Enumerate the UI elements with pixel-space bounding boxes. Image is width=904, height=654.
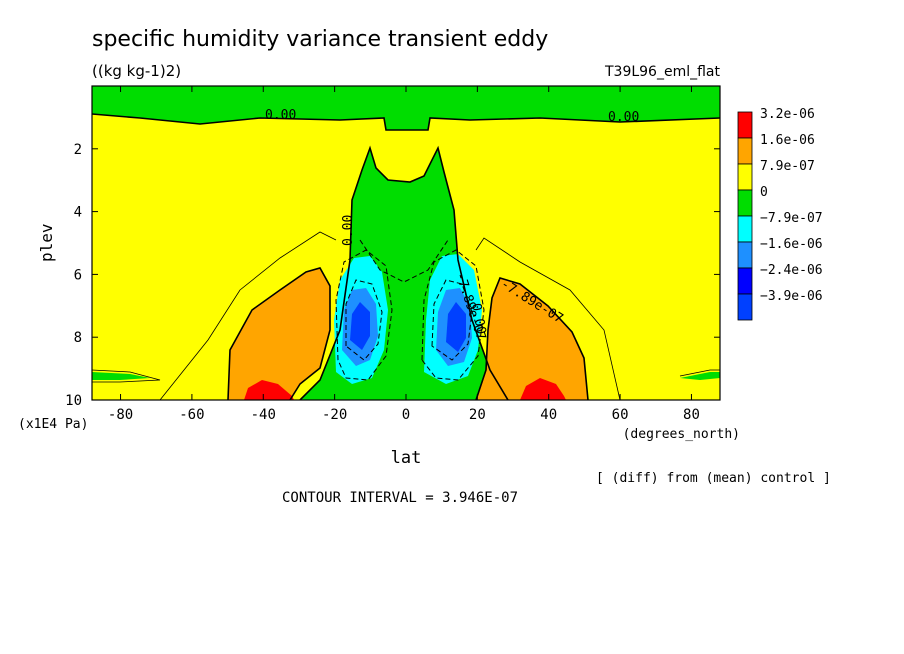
x-axis: -80 -60 -40 -20 0 20 40 60 80 bbox=[108, 86, 700, 423]
dashed-contour-right-1 bbox=[421, 249, 485, 381]
x-tick-label: 80 bbox=[683, 407, 700, 423]
colorbar-label: −2.4e-06 bbox=[760, 263, 823, 278]
x-tick-label: 20 bbox=[469, 407, 486, 423]
chart-units: ((kg kg-1)2) bbox=[92, 62, 181, 80]
contour-label-top-right: 0.00 bbox=[608, 110, 639, 125]
colorbar-label: −7.9e-07 bbox=[760, 211, 823, 226]
zero-contour-central bbox=[299, 145, 509, 400]
zero-contour-right-blob bbox=[475, 277, 589, 400]
right-max-region bbox=[520, 378, 566, 400]
x-tick-label: -20 bbox=[322, 407, 347, 423]
thin-contour-left-lens bbox=[92, 369, 161, 383]
x-axis-label: lat bbox=[391, 448, 422, 468]
colorbar-label: 3.2e-06 bbox=[760, 107, 815, 122]
comparison-note: [ (diff) from (mean) control ] bbox=[596, 471, 831, 486]
dashed-contour-central bbox=[359, 239, 449, 283]
y-tick-label: 8 bbox=[74, 330, 82, 346]
colorbar-label: 0 bbox=[760, 185, 768, 200]
colorbar-label: −3.9e-06 bbox=[760, 289, 823, 304]
plot-area: 0.00 0.00 0.00 -7.89e-07 -7.89e-07 0.00 bbox=[92, 86, 720, 400]
colorbar-swatch bbox=[737, 163, 753, 191]
zero-contour-top bbox=[92, 113, 720, 131]
colorbar-label: 1.6e-06 bbox=[760, 133, 815, 148]
y-tick-label: 4 bbox=[74, 205, 82, 221]
contour-label-top-left: 0.00 bbox=[265, 108, 296, 123]
left-darkblue-core bbox=[350, 302, 370, 350]
right-surface-lens bbox=[680, 372, 720, 380]
y-axis-label: plev bbox=[37, 223, 56, 262]
x-tick-label: -80 bbox=[108, 407, 133, 423]
colorbar-swatch bbox=[737, 241, 753, 269]
dataset-label: T39L96_eml_flat bbox=[604, 64, 721, 80]
x-tick-label: -40 bbox=[251, 407, 276, 423]
colorbar-swatch bbox=[737, 267, 753, 295]
thin-contour-left bbox=[159, 231, 337, 400]
colorbar: 3.2e-06 1.6e-06 7.9e-07 0 −7.9e-07 −1.6e-06 −2… bbox=[737, 107, 823, 321]
dashed-contour-right-2 bbox=[431, 279, 473, 361]
contour-label-central: 0.00 bbox=[341, 215, 356, 246]
x-tick-label: -60 bbox=[179, 407, 204, 423]
colorbar-swatch bbox=[737, 111, 753, 139]
colorbar-swatch bbox=[737, 189, 753, 217]
y-axis: 2 4 6 8 10 bbox=[65, 142, 720, 409]
colorbar-label: 7.9e-07 bbox=[760, 159, 815, 174]
colorbar-swatch bbox=[737, 137, 753, 165]
x-tick-label: 0 bbox=[402, 407, 410, 423]
contour-label-right-zero: 0.00 bbox=[468, 302, 488, 335]
x-tick-label: 60 bbox=[612, 407, 629, 423]
y-tick-label: 10 bbox=[65, 393, 82, 409]
dashed-contour-left-1 bbox=[335, 249, 393, 381]
left-surface-lens bbox=[92, 372, 150, 380]
thin-contour-right-lens bbox=[679, 369, 720, 377]
x-axis-units: (degrees_north) bbox=[623, 427, 740, 442]
y-axis-units: (x1E4 Pa) bbox=[18, 417, 88, 432]
y-tick-label: 2 bbox=[74, 142, 82, 158]
colorbar-label: −1.6e-06 bbox=[760, 237, 823, 252]
colorbar-swatch bbox=[737, 293, 753, 321]
right-darkblue-core bbox=[446, 302, 466, 352]
left-positive-region bbox=[228, 268, 330, 400]
colorbar-swatch bbox=[737, 215, 753, 243]
chart-title: specific humidity variance transient edd… bbox=[92, 27, 548, 52]
contour-interval-note: CONTOUR INTERVAL = 3.946E-07 bbox=[282, 490, 518, 506]
x-tick-label: 40 bbox=[540, 407, 557, 423]
dashed-contour-left-2 bbox=[345, 279, 383, 361]
left-max-region bbox=[244, 380, 294, 400]
thin-contour-right bbox=[475, 237, 621, 400]
zero-contour-left-blob bbox=[227, 267, 331, 400]
y-tick-label: 6 bbox=[74, 267, 82, 283]
right-positive-region bbox=[476, 278, 588, 400]
